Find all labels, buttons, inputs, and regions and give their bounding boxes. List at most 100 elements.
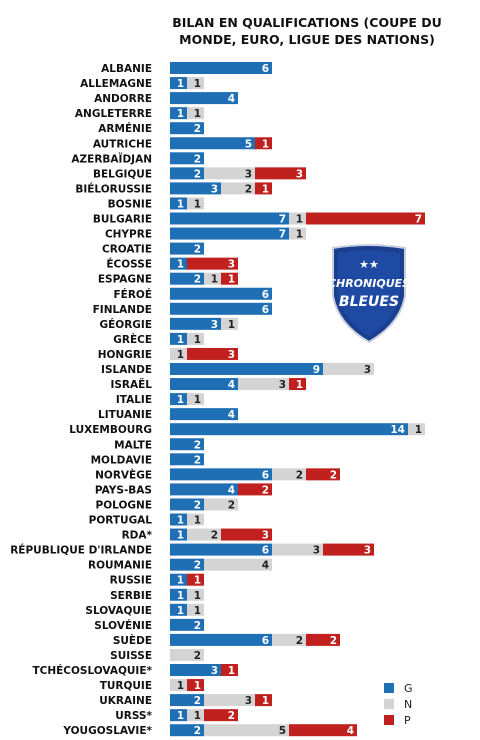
- data-label: 1: [194, 575, 201, 587]
- bar-segment-n: [187, 107, 204, 120]
- data-label: 6: [262, 63, 269, 75]
- data-label: 1: [177, 349, 184, 361]
- data-label: 2: [194, 725, 201, 737]
- category-label: TURQUIE: [100, 680, 152, 692]
- bar-segment-n: [187, 393, 204, 406]
- data-label: 6: [262, 289, 269, 301]
- data-label: 3: [245, 168, 252, 180]
- data-label: 3: [211, 183, 218, 195]
- logo-text-line2: BLEUES: [339, 294, 399, 310]
- bar-segment-g: [170, 408, 238, 421]
- data-label: 2: [194, 695, 201, 707]
- category-label: POLOGNE: [96, 499, 152, 511]
- bar-segment-p: [187, 257, 238, 270]
- bar-segment-n: [272, 468, 306, 481]
- category-label: SUÈDE: [113, 634, 152, 647]
- bar-segment-n: [187, 528, 221, 541]
- bar-segment-n: [187, 709, 204, 722]
- category-label: ITALIE: [116, 394, 152, 406]
- bar-segment-g: [170, 287, 272, 300]
- data-label: 1: [194, 605, 201, 617]
- category-label: ALLEMAGNE: [80, 78, 152, 90]
- bar-segment-p: [306, 468, 340, 481]
- chart-title-text: BILAN EN QUALIFICATIONS (COUPE DU MONDE,…: [172, 15, 442, 47]
- data-label: 7: [415, 214, 422, 226]
- data-label: 2: [194, 620, 201, 632]
- bar-segment-g: [170, 167, 204, 180]
- bar-segment-g: [170, 317, 221, 330]
- bar-segment-g: [170, 423, 408, 436]
- data-label: 1: [177, 108, 184, 120]
- data-label: 1: [177, 680, 184, 692]
- bar-segment-g: [170, 242, 204, 255]
- data-label: 3: [279, 379, 286, 391]
- bar-segment-g: [170, 438, 204, 451]
- data-label: 1: [262, 183, 269, 195]
- bar-segment-g: [170, 152, 204, 165]
- bar-segment-n: [170, 679, 187, 692]
- data-label: 2: [330, 635, 337, 647]
- bar-segment-n: [272, 543, 323, 556]
- category-label: YOUGOSLAVIE*: [62, 725, 152, 737]
- bar-segment-n: [289, 212, 306, 225]
- bar-segment-p: [255, 694, 272, 707]
- bar-segment-n: [187, 588, 204, 601]
- bar-segment-g: [170, 588, 187, 601]
- data-label: 14: [390, 424, 405, 436]
- data-label: 1: [194, 334, 201, 346]
- bar-segment-g: [170, 77, 187, 90]
- data-label: 1: [211, 274, 218, 286]
- data-label: 4: [228, 93, 235, 105]
- category-label: LITUANIE: [98, 409, 152, 421]
- bar-segment-g: [170, 302, 272, 315]
- data-label: 3: [364, 364, 371, 376]
- category-label: BELGIQUE: [93, 168, 152, 180]
- bar-segment-n: [204, 724, 289, 737]
- legend-label-g: G: [404, 682, 413, 695]
- data-label: 3: [211, 319, 218, 331]
- category-label: SERBIE: [110, 590, 152, 602]
- category-label: TCHÉCOSLOVAQUIE*: [32, 664, 152, 677]
- category-label: ANDORRE: [94, 93, 152, 105]
- bar-segment-p: [221, 528, 272, 541]
- bar-segment-g: [170, 257, 187, 270]
- data-label: 5: [279, 725, 286, 737]
- data-label: 1: [177, 605, 184, 617]
- data-label: 7: [279, 214, 286, 226]
- bar-segment-n: [204, 558, 272, 571]
- data-label: 1: [177, 575, 184, 587]
- category-label: UKRAINE: [99, 695, 152, 707]
- data-label: 1: [194, 108, 201, 120]
- category-label: ANGLETERRE: [75, 108, 152, 120]
- category-label: MOLDAVIE: [91, 454, 152, 466]
- bar-segment-p: [255, 182, 272, 195]
- bar-segment-p: [306, 633, 340, 646]
- data-label: 2: [228, 710, 235, 722]
- data-label: 4: [228, 379, 235, 391]
- data-label: 1: [194, 590, 201, 602]
- data-label: 2: [194, 244, 201, 256]
- data-label: 3: [245, 695, 252, 707]
- data-label: 2: [194, 439, 201, 451]
- bar-segment-g: [170, 363, 323, 375]
- data-label: 2: [262, 484, 269, 496]
- bar-segment-n: [272, 633, 306, 646]
- bar-segment-g: [170, 528, 187, 541]
- bar-segment-g: [170, 513, 187, 526]
- data-label: 3: [211, 665, 218, 677]
- category-label: URSS*: [115, 710, 152, 722]
- bar-segment-p: [221, 664, 238, 676]
- data-label: 2: [194, 499, 201, 511]
- bar-segment-n: [221, 317, 238, 330]
- bar-segment-g: [170, 332, 187, 345]
- bar-segment-g: [170, 453, 204, 466]
- data-label: 3: [364, 545, 371, 557]
- data-label: 4: [228, 484, 235, 496]
- bar-segment-p: [187, 573, 204, 586]
- data-label: 1: [296, 379, 303, 391]
- bar-segment-g: [170, 393, 187, 406]
- category-label: RUSSIE: [110, 575, 152, 587]
- bar-segment-n: [204, 167, 255, 180]
- legend-swatch-p: [384, 715, 394, 725]
